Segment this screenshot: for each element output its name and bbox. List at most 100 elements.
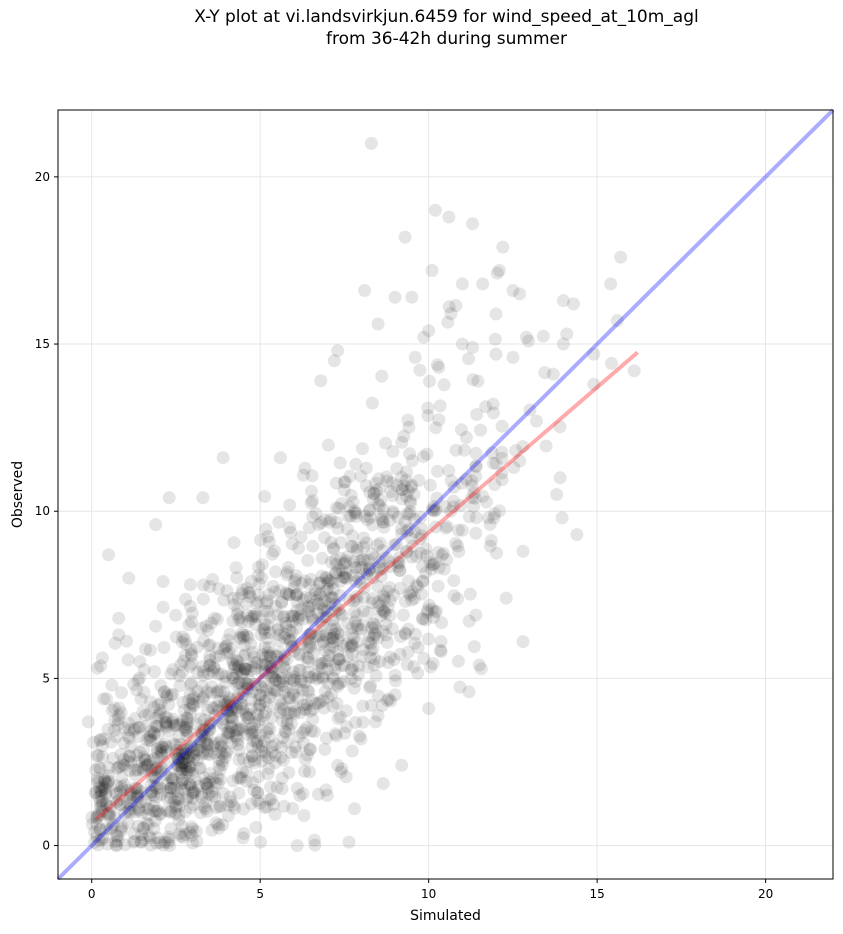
scatter-point — [360, 513, 374, 527]
scatter-point — [244, 637, 258, 651]
scatter-point — [109, 838, 123, 852]
scatter-point — [187, 738, 201, 752]
scatter-point — [175, 819, 189, 833]
scatter-point — [407, 660, 421, 674]
scatter-point — [99, 797, 113, 811]
scatter-point — [174, 766, 188, 780]
scatter-point — [324, 536, 338, 549]
scatter-point — [377, 590, 391, 604]
scatter-point — [359, 479, 373, 493]
scatter-point — [112, 701, 126, 715]
scatter-point — [301, 601, 315, 615]
scatter-point — [273, 634, 286, 648]
scatter-point — [479, 400, 493, 414]
scatter-point — [90, 774, 104, 788]
scatter-point — [95, 651, 109, 665]
scatter-point — [347, 555, 361, 569]
scatter-point — [203, 638, 217, 652]
scatter-point — [316, 672, 330, 686]
scatter-point — [373, 655, 387, 669]
scatter-point — [153, 836, 167, 849]
scatter-point — [98, 775, 112, 789]
scatter-point — [213, 800, 227, 814]
scatter-point — [274, 693, 288, 707]
scatter-point — [286, 802, 300, 815]
scatter-point — [202, 639, 215, 653]
scatter-point — [229, 724, 243, 738]
scatter-point — [142, 817, 156, 831]
scatter-point — [469, 469, 483, 483]
scatter-point — [123, 763, 137, 777]
scatter-point — [253, 533, 267, 547]
scatter-point — [462, 614, 476, 628]
scatter-point — [158, 737, 172, 751]
scatter-point — [275, 595, 289, 609]
scatter-point — [384, 485, 398, 499]
scatter-point — [455, 523, 469, 537]
scatter-point — [263, 730, 277, 744]
scatter-point — [303, 577, 317, 591]
scatter-point — [186, 786, 200, 800]
scatter-point — [258, 641, 272, 654]
scatter-point — [210, 699, 224, 713]
scatter-point — [275, 771, 289, 785]
scatter-point — [100, 799, 114, 813]
scatter-point — [447, 480, 461, 494]
scatter-point — [346, 495, 360, 509]
scatter-point — [374, 509, 388, 523]
scatter-point — [309, 506, 323, 520]
scatter-point — [239, 774, 253, 788]
scatter-point — [241, 711, 255, 725]
scatter-point — [248, 607, 262, 621]
scatter-point — [459, 472, 473, 486]
scatter-point — [202, 659, 216, 673]
scatter-point — [402, 507, 416, 521]
scatter-point — [278, 627, 292, 641]
scatter-point — [109, 730, 123, 743]
scatter-point — [182, 753, 195, 767]
scatter-point — [291, 610, 305, 624]
scatter-point — [263, 649, 277, 663]
scatter-point — [175, 665, 189, 679]
scatter-point — [110, 829, 124, 843]
scatter-point — [288, 705, 302, 718]
scatter-point — [386, 445, 400, 458]
scatter-point — [203, 580, 217, 593]
scatter-point — [237, 638, 251, 652]
scatter-point — [212, 759, 226, 773]
scatter-point — [350, 541, 364, 555]
scatter-point — [87, 735, 100, 749]
scatter-point — [262, 761, 276, 775]
scatter-point — [203, 649, 217, 663]
scatter-point — [277, 660, 291, 674]
scatter-point — [244, 702, 258, 716]
scatter-point — [223, 698, 237, 712]
scatter-point — [444, 504, 458, 518]
scatter-point — [341, 550, 354, 564]
scatter-point — [179, 746, 192, 760]
scatter-point — [495, 466, 509, 480]
scatter-point — [92, 775, 106, 789]
scatter-point — [112, 611, 126, 625]
scatter-point — [230, 731, 244, 745]
scatter-point — [160, 720, 174, 734]
scatter-point — [333, 710, 347, 724]
scatter-point — [384, 694, 398, 708]
scatter-point — [390, 537, 403, 551]
scatter-point — [197, 690, 211, 704]
scatter-point — [247, 610, 261, 624]
scatter-point — [488, 507, 502, 521]
scatter-point — [333, 456, 347, 470]
scatter-point — [404, 480, 418, 494]
scatter-point — [123, 788, 137, 801]
scatter-point — [408, 636, 422, 650]
scatter-point — [292, 663, 306, 677]
scatter-point — [127, 724, 141, 737]
scatter-point — [430, 358, 444, 372]
scatter-point — [348, 506, 361, 520]
scatter-point — [172, 813, 186, 827]
scatter-point — [335, 762, 349, 776]
scatter-point — [395, 522, 408, 536]
scatter-point — [212, 821, 226, 835]
scatter-point — [369, 715, 382, 729]
